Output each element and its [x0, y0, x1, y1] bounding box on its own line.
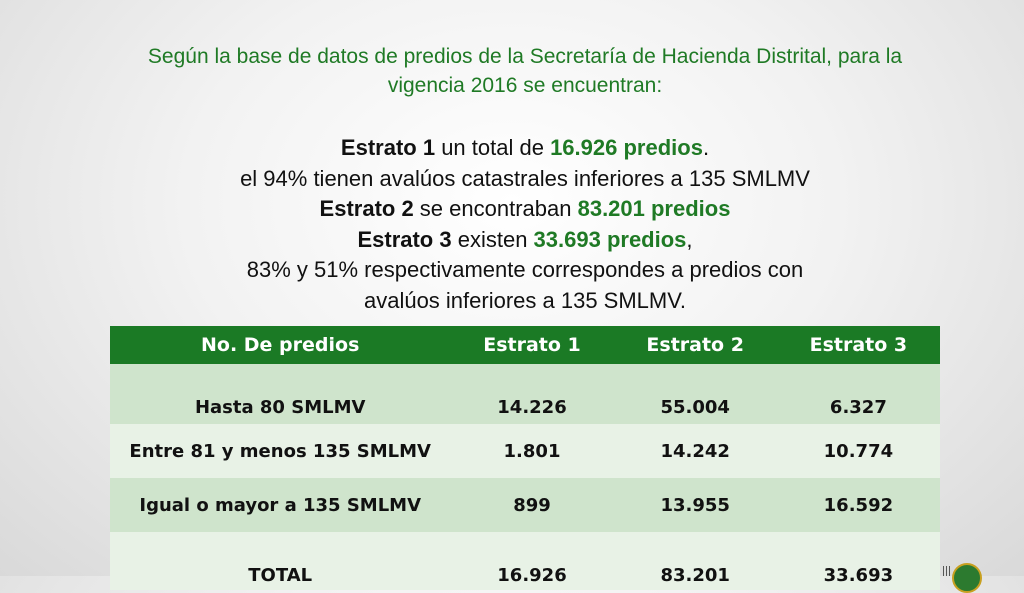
- row-label: Hasta 80 SMLMV: [110, 364, 451, 424]
- cell-estrato-2: 83.201: [613, 532, 777, 590]
- summary-line-5: 83% y 51% respectivamente correspondes a…: [246, 257, 804, 282]
- seal-logo-icon: [952, 563, 982, 593]
- cell-estrato-2: 14.242: [613, 424, 777, 478]
- row-label: Igual o mayor a 135 SMLMV: [110, 478, 451, 532]
- intro-text: Según la base de datos de predios de la …: [50, 42, 1000, 100]
- summary-line-2: el 94% tienen avalúos catastrales inferi…: [240, 165, 810, 191]
- summary-line-1-text: un total de: [435, 135, 551, 160]
- summary-line-3: Estrato 2 se encontraban 83.201 predios: [40, 194, 1010, 225]
- header-estrato-3: Estrato 3: [776, 326, 940, 364]
- summary-line-1-end: .: [702, 135, 710, 160]
- cell-estrato-1: 16.926: [450, 532, 614, 590]
- header-no-predios: No. De predios: [110, 326, 451, 364]
- cell-estrato-3: 10.774: [776, 424, 940, 478]
- summary-line-4: Estrato 3 existen 33.693 predios,: [40, 225, 1010, 256]
- cell-estrato-1: 1.801: [450, 424, 614, 478]
- estrato-3-label: Estrato 3: [357, 226, 452, 252]
- intro-line-2: vigencia 2016 se encuentran:: [387, 74, 663, 97]
- summary-line-3-text: se encontraban: [413, 196, 578, 221]
- table-row: Hasta 80 SMLMV 14.226 55.004 6.327: [110, 364, 940, 424]
- estrato-1-label: Estrato 1: [340, 135, 436, 160]
- cell-estrato-3: 16.592: [776, 478, 940, 532]
- header-estrato-1: Estrato 1: [450, 326, 614, 364]
- summary-line-6-text: avalúos inferiores a 135 SMLMV: [363, 287, 680, 313]
- summary-line-4-text: existen: [451, 226, 534, 252]
- predios-table: No. De predios Estrato 1 Estrato 2 Estra…: [110, 326, 940, 590]
- table-header-row: No. De predios Estrato 1 Estrato 2 Estra…: [110, 326, 940, 364]
- summary-line-1: Estrato 1 un total de 16.926 predios.: [40, 133, 1010, 164]
- estrato-3-value: 33.693 predios: [533, 226, 687, 252]
- table-row: Entre 81 y menos 135 SMLMV 1.801 14.242 …: [110, 424, 940, 478]
- summary-line-4-end: ,: [686, 226, 693, 252]
- intro-line-1: Según la base de datos de predios de la …: [147, 45, 903, 68]
- table-row-total: TOTAL 16.926 83.201 33.693: [110, 532, 940, 590]
- cell-estrato-3: 33.693: [776, 532, 940, 590]
- slide: Según la base de datos de predios de la …: [40, 42, 1010, 593]
- estrato-2-value: 83.201 predios: [577, 196, 731, 221]
- logo-stripes-icon: [943, 566, 951, 576]
- estrato-2-label: Estrato 2: [319, 196, 414, 221]
- row-label: TOTAL: [110, 532, 451, 590]
- cell-estrato-1: 899: [450, 478, 614, 532]
- cell-estrato-2: 13.955: [613, 478, 777, 532]
- cell-estrato-2: 55.004: [613, 364, 777, 424]
- row-label: Entre 81 y menos 135 SMLMV: [110, 424, 451, 478]
- cell-estrato-3: 6.327: [776, 364, 940, 424]
- cell-estrato-1: 14.226: [450, 364, 614, 424]
- table-row: Igual o mayor a 135 SMLMV 899 13.955 16.…: [110, 478, 940, 532]
- header-estrato-2: Estrato 2: [613, 326, 777, 364]
- summary-line-6: avalúos inferiores a 135 SMLMV.: [40, 286, 1010, 317]
- summary-line-6-end: .: [679, 287, 687, 313]
- estrato-1-value: 16.926 predios: [550, 135, 703, 160]
- summary-text: Estrato 1 un total de 16.926 predios. el…: [40, 133, 1010, 316]
